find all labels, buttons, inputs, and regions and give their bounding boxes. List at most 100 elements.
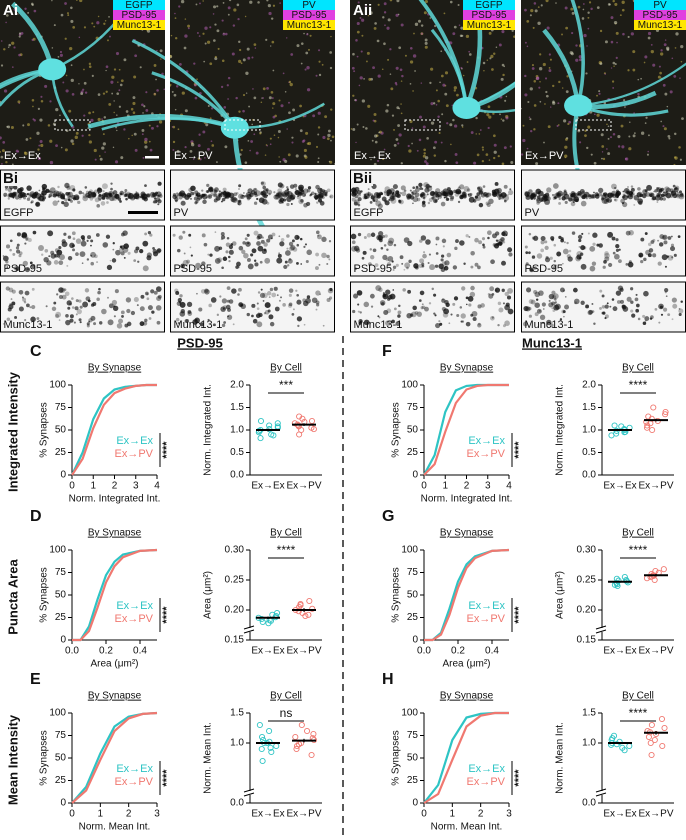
puncta (45, 189, 49, 193)
puncta (252, 88, 254, 90)
puncta (139, 249, 143, 253)
puncta (475, 195, 481, 201)
puncta (304, 156, 307, 159)
puncta (450, 144, 452, 146)
puncta (76, 299, 79, 302)
puncta (126, 297, 131, 302)
puncta (422, 254, 427, 259)
puncta (44, 249, 48, 253)
puncta (330, 108, 332, 110)
puncta (227, 308, 231, 312)
puncta (248, 140, 250, 142)
puncta (318, 112, 321, 115)
puncta (527, 46, 529, 48)
puncta (507, 247, 512, 252)
puncta (495, 182, 499, 186)
puncta (319, 188, 322, 191)
puncta (647, 151, 649, 153)
y-tick-label: 25 (407, 775, 419, 786)
puncta (425, 156, 428, 159)
puncta (553, 197, 556, 200)
puncta (602, 151, 603, 152)
puncta (666, 295, 668, 297)
puncta (72, 231, 76, 235)
puncta (504, 146, 507, 149)
puncta (601, 133, 604, 136)
puncta (580, 189, 585, 194)
puncta (190, 247, 192, 249)
puncta (77, 201, 80, 204)
puncta (16, 246, 19, 249)
puncta (64, 202, 69, 207)
puncta (569, 250, 572, 253)
puncta (385, 109, 388, 112)
puncta (109, 36, 111, 38)
puncta (352, 310, 355, 313)
puncta (411, 143, 413, 145)
puncta (483, 70, 484, 71)
puncta (386, 308, 391, 313)
puncta (402, 288, 406, 292)
puncta (588, 232, 590, 234)
puncta (389, 48, 391, 50)
puncta (422, 193, 425, 196)
puncta (254, 231, 259, 236)
x-tick-label: Ex→PV (286, 646, 321, 657)
puncta (678, 146, 681, 149)
x-tick-label: Ex→Ex (251, 646, 284, 657)
chart-title: By Cell (622, 363, 654, 374)
puncta (254, 260, 256, 262)
puncta (52, 200, 57, 205)
puncta (24, 243, 26, 245)
puncta (205, 42, 207, 44)
puncta (84, 26, 86, 28)
puncta (661, 314, 663, 316)
puncta (602, 305, 605, 308)
puncta (621, 145, 624, 148)
puncta (635, 298, 639, 302)
puncta (302, 140, 305, 143)
puncta (592, 233, 597, 238)
cell-point (261, 737, 266, 742)
x-axis-label: Area (μm²) (91, 659, 139, 670)
puncta (268, 193, 270, 195)
y-axis-label: % Synapses (39, 402, 50, 458)
puncta (620, 288, 624, 292)
puncta (423, 152, 425, 154)
puncta (355, 99, 357, 101)
puncta (188, 27, 190, 29)
puncta (279, 2, 281, 4)
puncta (612, 298, 615, 301)
puncta (436, 89, 438, 91)
puncta (225, 250, 228, 253)
puncta (250, 140, 253, 143)
puncta (578, 235, 582, 239)
puncta (436, 244, 438, 246)
puncta (529, 315, 532, 318)
puncta (131, 108, 134, 111)
significance: **** (161, 769, 173, 787)
puncta (318, 49, 320, 51)
puncta (353, 70, 355, 72)
puncta (26, 304, 30, 308)
puncta (46, 260, 51, 265)
puncta (453, 265, 457, 269)
puncta (526, 20, 529, 23)
puncta (648, 32, 651, 35)
puncta (355, 142, 356, 143)
puncta (68, 199, 71, 202)
puncta (429, 264, 435, 270)
puncta (635, 309, 639, 313)
puncta (133, 111, 136, 114)
puncta (660, 52, 663, 55)
puncta (628, 147, 631, 150)
y-tick-label: 25 (55, 447, 67, 458)
puncta (614, 3, 617, 6)
puncta (214, 190, 217, 193)
puncta (366, 61, 368, 63)
puncta (668, 255, 674, 261)
puncta (106, 65, 109, 68)
puncta (401, 185, 406, 190)
puncta (491, 68, 494, 71)
significance: **** (513, 606, 525, 624)
